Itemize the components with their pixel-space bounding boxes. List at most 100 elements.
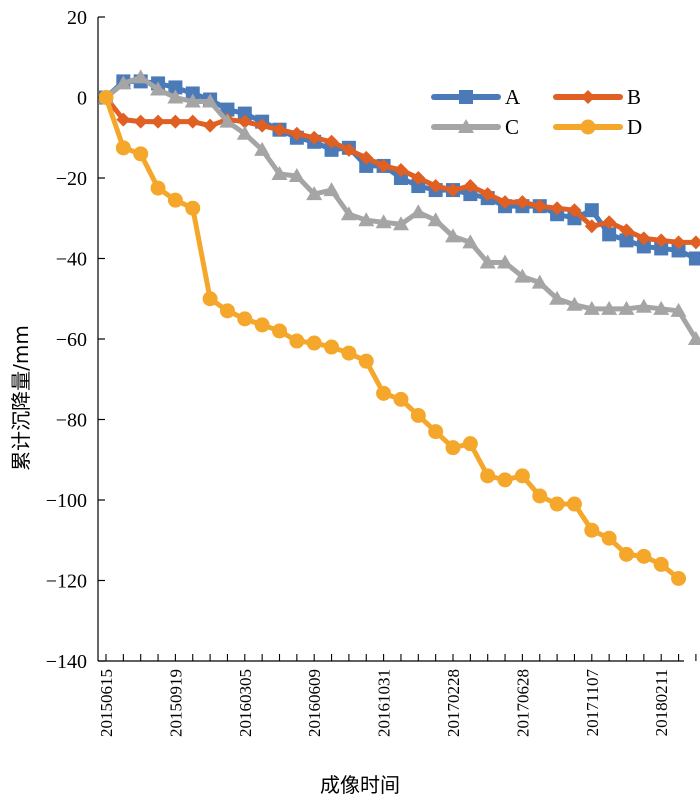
data-point-b xyxy=(446,183,460,198)
y-tick-label: −80 xyxy=(56,410,87,432)
data-point-b xyxy=(255,118,270,133)
data-point-b xyxy=(116,112,131,127)
data-point-b xyxy=(428,179,443,194)
data-point-d xyxy=(428,424,444,440)
x-tick-label: 20171107 xyxy=(583,669,602,737)
data-point-d xyxy=(549,496,565,512)
data-point-d xyxy=(497,472,513,488)
data-point-d xyxy=(584,522,600,538)
data-point-a xyxy=(411,179,426,194)
data-point-c xyxy=(583,300,600,315)
x-tick-label: 20170628 xyxy=(513,669,532,737)
y-tick-label: −40 xyxy=(56,249,87,271)
data-point-d xyxy=(619,546,634,562)
data-point-c xyxy=(687,331,700,345)
data-point-a xyxy=(168,80,183,95)
y-tick-label: −20 xyxy=(56,168,87,190)
data-point-c xyxy=(236,125,253,140)
data-point-b xyxy=(203,118,218,133)
data-point-c xyxy=(445,228,461,243)
data-point-b xyxy=(237,114,252,129)
data-point-d xyxy=(185,200,201,216)
data-point-b xyxy=(341,142,356,157)
data-point-c xyxy=(427,212,444,227)
data-point-d xyxy=(393,391,409,407)
data-point-c xyxy=(653,300,670,315)
data-point-d xyxy=(306,335,322,351)
data-point-b xyxy=(393,162,408,177)
data-point-b xyxy=(550,201,565,216)
x-tick-label: 20170228 xyxy=(444,669,463,737)
data-point-c xyxy=(531,274,548,289)
data-point-a xyxy=(671,243,686,258)
data-point-b xyxy=(133,114,148,129)
data-point-c xyxy=(202,93,219,108)
legend-marker xyxy=(459,90,473,104)
data-point-c xyxy=(271,165,288,180)
data-point-c xyxy=(219,113,236,128)
y-axis-title: 累计沉降量/mm xyxy=(9,325,33,471)
series-d xyxy=(98,90,687,586)
series-b xyxy=(99,90,700,250)
data-point-c xyxy=(150,81,167,96)
data-point-d xyxy=(167,192,183,208)
x-tick-label: 20161031 xyxy=(375,669,394,737)
data-point-a xyxy=(584,203,599,218)
legend-marker xyxy=(458,119,474,133)
data-point-b xyxy=(307,130,322,145)
data-point-c xyxy=(514,268,531,283)
data-point-d xyxy=(376,385,392,401)
data-point-d xyxy=(150,180,166,196)
data-point-d xyxy=(272,323,287,339)
x-axis-title: 成像时间 xyxy=(320,773,400,797)
data-point-d xyxy=(636,548,652,564)
data-point-d xyxy=(653,556,669,572)
data-point-c xyxy=(392,216,409,231)
data-point-a xyxy=(688,251,700,266)
data-point-b xyxy=(584,219,599,234)
data-point-c xyxy=(340,206,357,221)
data-point-d xyxy=(410,407,426,423)
data-point-d xyxy=(289,333,305,349)
data-point-b xyxy=(636,231,651,246)
data-point-c xyxy=(566,296,583,311)
legend: A B C D xyxy=(431,85,642,139)
data-point-c xyxy=(358,212,375,227)
data-point-a xyxy=(393,171,408,185)
data-point-b xyxy=(185,114,200,129)
data-point-d xyxy=(566,496,582,512)
data-point-c xyxy=(323,182,340,197)
data-point-b xyxy=(671,235,686,250)
data-point-c xyxy=(670,302,687,317)
data-point-c xyxy=(375,214,392,229)
series-c xyxy=(98,69,700,345)
y-tick-label: 0 xyxy=(77,88,87,110)
legend-label: C xyxy=(505,115,519,139)
data-point-a xyxy=(220,102,235,117)
data-point-a xyxy=(359,158,374,173)
data-point-d xyxy=(445,440,461,456)
x-tick-label: 20160305 xyxy=(236,669,255,737)
data-point-d xyxy=(98,90,114,105)
series-layer xyxy=(98,69,700,586)
data-point-c xyxy=(549,290,566,305)
data-point-d xyxy=(115,140,131,156)
y-tick-label: −120 xyxy=(46,571,87,593)
data-point-b xyxy=(567,203,582,218)
legend-item-b: B xyxy=(553,85,641,109)
x-tick-label: 20150919 xyxy=(166,669,185,737)
data-point-c xyxy=(479,254,496,269)
legend-label: B xyxy=(627,85,641,109)
data-point-c xyxy=(254,141,271,156)
data-point-c xyxy=(410,204,427,219)
data-point-b xyxy=(324,134,339,149)
data-point-b xyxy=(289,126,304,141)
data-point-d xyxy=(324,339,340,355)
data-point-a xyxy=(636,239,651,254)
series-line-d xyxy=(103,95,682,581)
data-point-a xyxy=(185,86,200,101)
legend-marker xyxy=(581,90,595,104)
data-point-c xyxy=(132,69,149,84)
data-point-b xyxy=(602,215,617,230)
